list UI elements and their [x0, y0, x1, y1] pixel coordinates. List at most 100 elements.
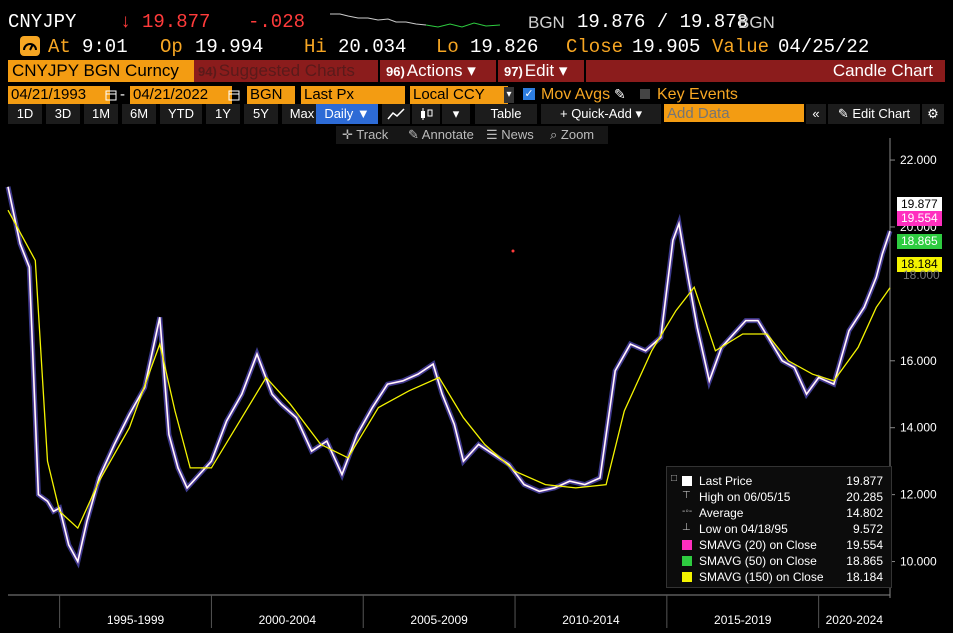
suggested-charts-label: Suggested Charts	[218, 61, 355, 80]
x-tick-label: 2010-2014	[562, 613, 620, 627]
actions-label: Actions ▾	[406, 61, 476, 80]
frequency-select[interactable]: Daily ▼	[316, 104, 378, 124]
y-tick-label: 14.000	[900, 421, 937, 435]
currency-select[interactable]: Local CCY	[410, 86, 508, 104]
legend-row[interactable]: SMAVG (150) on Close 18.184	[667, 569, 891, 585]
bid-source: BGN	[528, 13, 565, 32]
calendar-icon[interactable]	[104, 88, 118, 102]
edit-chart-button[interactable]: ✎ Edit Chart	[828, 104, 920, 124]
period-button-ytd[interactable]: YTD	[160, 104, 202, 124]
speedometer-icon[interactable]	[20, 36, 40, 56]
chevron-down-icon[interactable]: ▾	[504, 87, 514, 103]
price-change: -.028	[248, 11, 306, 33]
quick-add-button[interactable]: + Quick-Add ▾	[541, 104, 661, 124]
calendar-icon[interactable]	[227, 88, 241, 102]
period-bar: 1D 3D 1M 6M YTD 1Y 5Y Max Daily ▼ ▾ Table + Qui…	[0, 104, 953, 124]
legend-row[interactable]: ⊥ Low on 04/18/95 9.572	[667, 521, 891, 537]
period-button-5y[interactable]: 5Y	[244, 104, 278, 124]
price-field-select[interactable]: Last Px	[301, 86, 405, 104]
y-tick-label: 16.000	[900, 354, 937, 368]
legend-label: Last Price	[699, 474, 753, 488]
legend-row[interactable]: -◦- Average 14.802	[667, 505, 891, 521]
close-value: 19.905	[632, 36, 701, 58]
x-tick-label: 2000-2004	[259, 613, 317, 627]
value-date: 04/25/22	[778, 36, 870, 58]
zoom-tool[interactable]: ⌕ Zoom	[550, 127, 595, 142]
zoom-label: Zoom	[560, 127, 595, 142]
legend-label: High on 06/05/15	[699, 490, 791, 504]
down-arrow-icon: ↓	[120, 11, 132, 33]
key-events-label: Key Events	[657, 86, 738, 103]
collapse-icon[interactable]: «	[806, 104, 826, 124]
period-button-1y[interactable]: 1Y	[206, 104, 240, 124]
legend-swatch	[682, 556, 692, 566]
bid-ask: 19.876 / 19.878	[577, 11, 749, 33]
legend-row[interactable]: SMAVG (50) on Close 18.865	[667, 553, 891, 569]
legend-label: Average	[699, 506, 744, 520]
quote-header: CNYJPY ↓ 19.877 -.028 BGN 19.876 / 19.87…	[0, 0, 953, 36]
key-events-checkbox[interactable]	[640, 89, 650, 99]
legend-value: 19.877	[846, 474, 883, 488]
table-button[interactable]: Table	[475, 104, 537, 124]
source-field[interactable]: BGN	[247, 86, 295, 104]
annotate-tool[interactable]: ✎ Annotate	[408, 127, 474, 142]
x-tick-label: 1995-1999	[107, 613, 165, 627]
line-chart-icon[interactable]	[382, 104, 410, 124]
period-button-1d[interactable]: 1D	[8, 104, 42, 124]
legend-value: 20.285	[846, 490, 883, 504]
y-tick-label: 12.000	[900, 488, 937, 502]
sma20-tag: 19.554	[897, 211, 942, 226]
pencil-icon[interactable]: ✎	[614, 86, 626, 102]
gear-icon[interactable]: ⚙	[922, 104, 944, 124]
value-label: Value	[712, 36, 770, 58]
period-button-max[interactable]: Max	[282, 104, 322, 124]
date-dash: -	[120, 86, 125, 103]
quote-details: At 9:01 Op 19.994 Hi 20.034 Lo 19.826 Cl…	[0, 36, 953, 58]
legend-marker-icon: ⊥	[682, 522, 691, 533]
legend-value: 19.554	[846, 538, 883, 552]
edit-num: 97)	[504, 64, 523, 79]
chart-tools: ✛ Track ✎ Annotate ☰ News ⌕ Zoom	[336, 126, 608, 144]
last-price: 19.877	[142, 11, 211, 33]
x-tick-label: 2015-2019	[714, 613, 772, 627]
x-tick-label: 2005-2009	[410, 613, 468, 627]
chart-legend[interactable]: Last Price 19.877 ⊤ High on 06/05/15 20.285 -…	[666, 466, 892, 588]
legend-toggle-icon[interactable]: □	[671, 473, 678, 484]
at-label: At	[48, 36, 71, 58]
sma150-series	[7, 209, 891, 530]
high-label: Hi	[304, 36, 327, 58]
sma150-tag: 18.184	[897, 257, 942, 272]
candle-icon[interactable]	[412, 104, 440, 124]
chevron-down-icon[interactable]: ▾	[442, 104, 470, 124]
suggested-charts-button[interactable]: 94) Suggested Charts	[194, 60, 378, 82]
legend-row[interactable]: Last Price 19.877	[667, 473, 891, 489]
end-date-field[interactable]: 04/21/2022	[130, 86, 232, 104]
news-tool[interactable]: ☰ News	[486, 127, 534, 142]
ask-source: BGN	[738, 13, 775, 32]
news-label: News	[501, 127, 534, 142]
legend-row[interactable]: ⊤ High on 06/05/15 20.285	[667, 489, 891, 505]
add-data-input[interactable]	[664, 104, 804, 122]
legend-row[interactable]: SMAVG (20) on Close 19.554	[667, 537, 891, 553]
legend-marker-icon: ⊤	[682, 490, 691, 501]
chart-type-bar[interactable]: Candle Chart	[586, 60, 945, 82]
intraday-sparkline	[330, 13, 501, 28]
edit-chart-label: Edit Chart	[852, 106, 911, 121]
close-label: Close	[566, 36, 624, 58]
period-button-3d[interactable]: 3D	[46, 104, 80, 124]
edit-button[interactable]: 97) Edit ▾	[498, 60, 584, 82]
track-tool[interactable]: ✛ Track	[342, 127, 389, 142]
mov-avgs-checkbox[interactable]: ✓	[523, 88, 535, 100]
legend-marker-icon: -◦-	[682, 506, 693, 517]
legend-value: 9.572	[852, 522, 883, 536]
legend-value: 18.184	[846, 570, 883, 584]
actions-button[interactable]: 96) Actions ▾	[380, 60, 496, 82]
low-value: 19.826	[470, 36, 539, 58]
legend-label: Low on 04/18/95	[699, 522, 788, 536]
open-value: 19.994	[195, 36, 264, 58]
period-button-1m[interactable]: 1M	[84, 104, 118, 124]
security-field[interactable]: CNYJPY BGN Curncy	[8, 60, 200, 82]
period-button-6m[interactable]: 6M	[122, 104, 156, 124]
start-date-field[interactable]: 04/21/1993	[8, 86, 110, 104]
